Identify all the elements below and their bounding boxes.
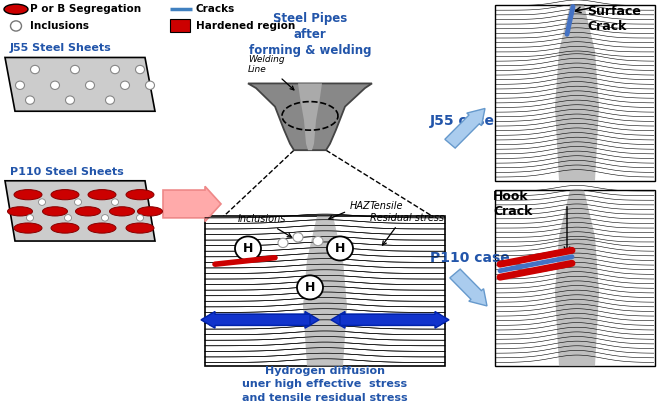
Text: HAZ: HAZ [329, 201, 371, 219]
Ellipse shape [110, 207, 134, 216]
Text: J55 case: J55 case [430, 114, 495, 128]
Circle shape [112, 199, 118, 205]
Circle shape [26, 215, 34, 221]
Circle shape [65, 96, 75, 104]
Circle shape [106, 96, 114, 104]
Text: Welding
Line: Welding Line [248, 55, 294, 90]
FancyArrow shape [340, 311, 449, 328]
Bar [495, 190, 655, 366]
Circle shape [136, 65, 145, 74]
Circle shape [65, 215, 71, 221]
Ellipse shape [42, 207, 67, 216]
Text: Surface
Crack: Surface Crack [587, 4, 641, 33]
Text: H: H [335, 242, 345, 255]
Circle shape [145, 81, 155, 89]
Polygon shape [5, 57, 155, 111]
Polygon shape [303, 216, 347, 366]
Circle shape [278, 238, 288, 248]
Polygon shape [555, 4, 599, 181]
Circle shape [85, 81, 95, 89]
Text: Hardened region: Hardened region [196, 21, 295, 31]
Circle shape [11, 21, 22, 31]
FancyArrow shape [331, 311, 440, 328]
Circle shape [120, 81, 130, 89]
Circle shape [75, 199, 81, 205]
Ellipse shape [75, 207, 100, 216]
Ellipse shape [51, 223, 79, 233]
FancyArrow shape [210, 311, 319, 328]
Text: J55 Steel Sheets: J55 Steel Sheets [10, 43, 112, 53]
Circle shape [38, 199, 46, 205]
Ellipse shape [14, 189, 42, 200]
FancyArrow shape [450, 269, 487, 306]
Circle shape [327, 236, 353, 261]
Polygon shape [298, 84, 322, 150]
Circle shape [293, 233, 303, 242]
Text: Inclusions: Inclusions [30, 21, 89, 31]
Circle shape [50, 81, 59, 89]
Ellipse shape [51, 189, 79, 200]
Text: Tensile
Residual stress: Tensile Residual stress [370, 201, 444, 245]
Circle shape [313, 236, 323, 246]
Polygon shape [248, 84, 372, 150]
Polygon shape [555, 190, 599, 366]
Ellipse shape [4, 4, 28, 15]
Text: P110 Steel Sheets: P110 Steel Sheets [10, 166, 124, 177]
Circle shape [102, 215, 108, 221]
Circle shape [15, 81, 24, 89]
Text: Hook
Crack: Hook Crack [493, 190, 532, 218]
Bar [205, 216, 445, 366]
Circle shape [30, 65, 40, 74]
Circle shape [110, 65, 120, 74]
Ellipse shape [137, 207, 163, 216]
Text: Steel Pipes
after
forming & welding: Steel Pipes after forming & welding [249, 13, 371, 57]
Text: H: H [243, 242, 253, 255]
FancyArrow shape [201, 311, 310, 328]
Circle shape [71, 65, 79, 74]
Bar [495, 4, 655, 181]
Ellipse shape [7, 207, 32, 216]
Circle shape [235, 236, 261, 261]
Text: Hydrogen diffusion
uner high effective  stress
and tensile residual stress: Hydrogen diffusion uner high effective s… [242, 366, 408, 403]
FancyArrow shape [163, 186, 221, 221]
Circle shape [297, 276, 323, 299]
Circle shape [137, 215, 143, 221]
Text: P or B Segregation: P or B Segregation [30, 4, 141, 14]
Ellipse shape [126, 223, 154, 233]
Ellipse shape [126, 189, 154, 200]
Polygon shape [5, 181, 155, 241]
Text: Cracks: Cracks [196, 4, 235, 14]
Ellipse shape [88, 223, 116, 233]
Ellipse shape [14, 223, 42, 233]
Circle shape [26, 96, 34, 104]
FancyArrow shape [445, 108, 485, 148]
Bar [170, 19, 190, 32]
Ellipse shape [88, 189, 116, 200]
Text: Inclusions: Inclusions [238, 215, 292, 237]
Text: P110 case: P110 case [430, 251, 510, 265]
Text: H: H [305, 281, 315, 294]
